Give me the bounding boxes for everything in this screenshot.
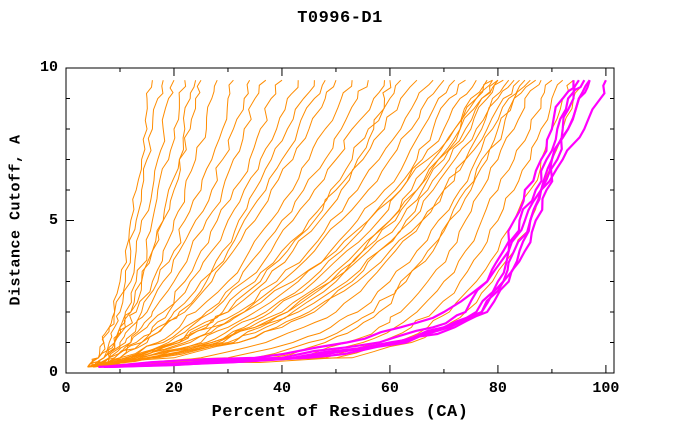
prediction-curve [103,79,515,368]
prediction-curve [103,80,299,368]
x-tick-label: 60 [380,380,399,397]
prediction-curve [92,79,326,368]
prediction-curve [97,79,283,368]
prediction-curve [87,79,499,368]
prediction-curve [103,80,197,367]
prediction-curve [103,79,456,368]
prediction-curve [92,79,526,368]
prediction-curve [87,80,153,368]
highlighted-curve [103,79,580,368]
prediction-curve [98,80,337,368]
prediction-curve [103,80,392,368]
x-axis-label: Percent of Residues (CA) [211,403,469,422]
prediction-curve [92,79,434,368]
x-tick-label: 40 [272,380,291,397]
x-tick-label: 20 [164,380,183,397]
chart-title: T0996-D1 [297,9,383,28]
y-tick-label: 0 [48,364,58,381]
prediction-curve [92,79,553,368]
x-tick-label: 0 [61,380,71,397]
x-tick-label: 100 [592,380,620,397]
prediction-curve [87,79,466,368]
plot-frame [65,67,615,374]
prediction-curve [92,79,499,368]
prediction-curve [103,79,531,368]
prediction-curve [87,79,251,368]
y-tick-label: 10 [39,59,58,76]
prediction-curve [98,79,488,368]
y-tick-label: 5 [48,211,58,229]
prediction-curve [92,80,385,368]
prediction-curve [87,79,418,368]
prediction-curve [103,79,574,368]
prediction-curve [97,79,234,368]
prediction-curve [90,80,164,368]
prediction-curve [98,79,536,368]
highlighted-curve [109,79,591,368]
highlighted-curve [98,80,575,368]
highlighted-curve [103,79,607,368]
prediction-curve [97,79,175,368]
prediction-curve [87,79,504,368]
prediction-curve [98,79,445,368]
prediction-curve [87,80,369,368]
prediction-curve [98,79,493,368]
prediction-curve [103,80,353,368]
x-tick-label: 80 [488,380,507,397]
